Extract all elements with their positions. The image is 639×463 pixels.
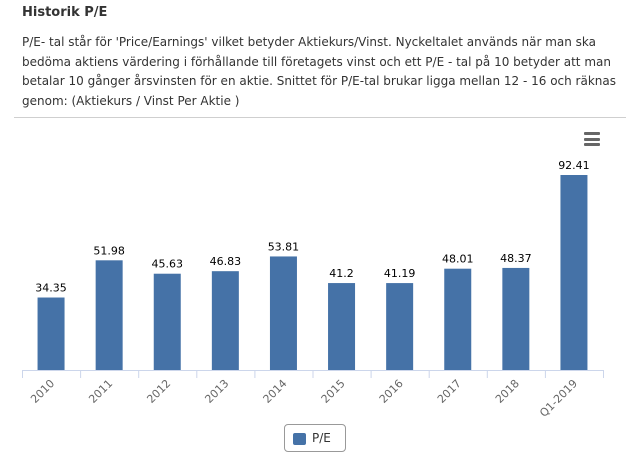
legend-item-pe[interactable]: P/E [284, 424, 346, 452]
bar [444, 268, 472, 370]
data-label: 48.01 [442, 253, 474, 266]
chart-title: Historik P/E [22, 5, 108, 20]
x-tick-label: Q1-2019 [537, 377, 580, 420]
x-tick-label: 2014 [261, 377, 290, 406]
bar [211, 271, 239, 370]
x-tick-label: 2013 [202, 377, 231, 406]
data-label: 51.98 [93, 244, 125, 257]
hamburger-menu-icon[interactable] [582, 130, 602, 148]
data-label: 92.41 [558, 159, 590, 172]
data-label: 46.83 [210, 255, 242, 268]
x-tick-label: 2015 [319, 377, 348, 406]
x-tick-label: 2012 [144, 377, 173, 406]
bar [560, 175, 588, 370]
x-tick-label: 2017 [435, 377, 464, 406]
bar [328, 283, 356, 370]
data-label: 45.63 [152, 258, 184, 271]
divider [14, 117, 626, 118]
chart-description: P/E- tal står för 'Price/Earnings' vilke… [22, 35, 616, 108]
x-tick-label: 2018 [493, 377, 522, 406]
x-tick-label: 2011 [86, 377, 115, 406]
menu-line [584, 132, 600, 135]
menu-line [584, 143, 600, 146]
data-label: 41.19 [384, 267, 416, 280]
data-label: 48.37 [500, 252, 532, 265]
menu-line [584, 137, 600, 141]
x-tick-label: 2016 [377, 377, 406, 406]
legend-swatch [293, 433, 306, 445]
bar [386, 283, 414, 370]
bar [502, 267, 530, 370]
data-label: 41.2 [329, 267, 354, 280]
data-label: 34.35 [35, 282, 67, 295]
legend-label: P/E [312, 431, 331, 445]
data-label: 53.81 [268, 240, 300, 253]
x-tick-label: 2010 [28, 377, 57, 406]
bar [269, 256, 297, 370]
bar [153, 273, 181, 370]
bar [95, 260, 123, 370]
bar [37, 297, 65, 370]
